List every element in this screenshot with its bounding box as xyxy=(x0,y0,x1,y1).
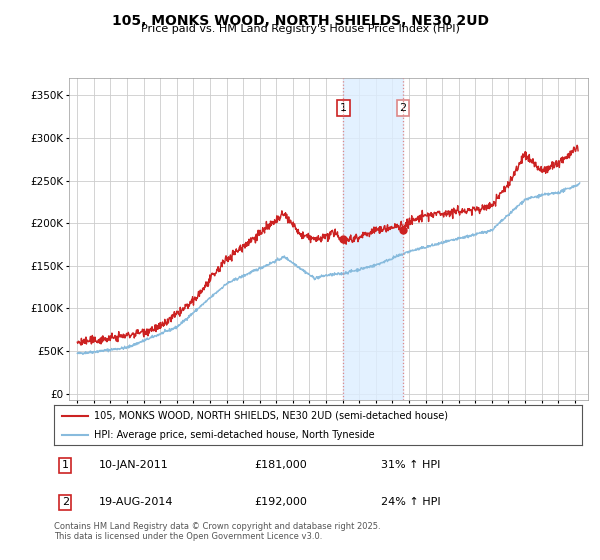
Text: 2: 2 xyxy=(400,103,407,113)
Text: 10-JAN-2011: 10-JAN-2011 xyxy=(99,460,169,470)
Text: HPI: Average price, semi-detached house, North Tyneside: HPI: Average price, semi-detached house,… xyxy=(94,430,374,440)
Text: Contains HM Land Registry data © Crown copyright and database right 2025.
This d: Contains HM Land Registry data © Crown c… xyxy=(54,522,380,542)
Text: 2: 2 xyxy=(62,497,69,507)
Text: 24% ↑ HPI: 24% ↑ HPI xyxy=(382,497,441,507)
Text: 105, MONKS WOOD, NORTH SHIELDS, NE30 2UD (semi-detached house): 105, MONKS WOOD, NORTH SHIELDS, NE30 2UD… xyxy=(94,411,448,421)
Text: 31% ↑ HPI: 31% ↑ HPI xyxy=(382,460,441,470)
Text: Price paid vs. HM Land Registry's House Price Index (HPI): Price paid vs. HM Land Registry's House … xyxy=(140,24,460,34)
Text: 105, MONKS WOOD, NORTH SHIELDS, NE30 2UD: 105, MONKS WOOD, NORTH SHIELDS, NE30 2UD xyxy=(112,14,488,28)
Bar xyxy=(343,78,403,400)
Text: £192,000: £192,000 xyxy=(254,497,308,507)
Text: 1: 1 xyxy=(62,460,69,470)
Text: £181,000: £181,000 xyxy=(254,460,307,470)
Text: 1: 1 xyxy=(340,103,347,113)
Text: 19-AUG-2014: 19-AUG-2014 xyxy=(99,497,173,507)
